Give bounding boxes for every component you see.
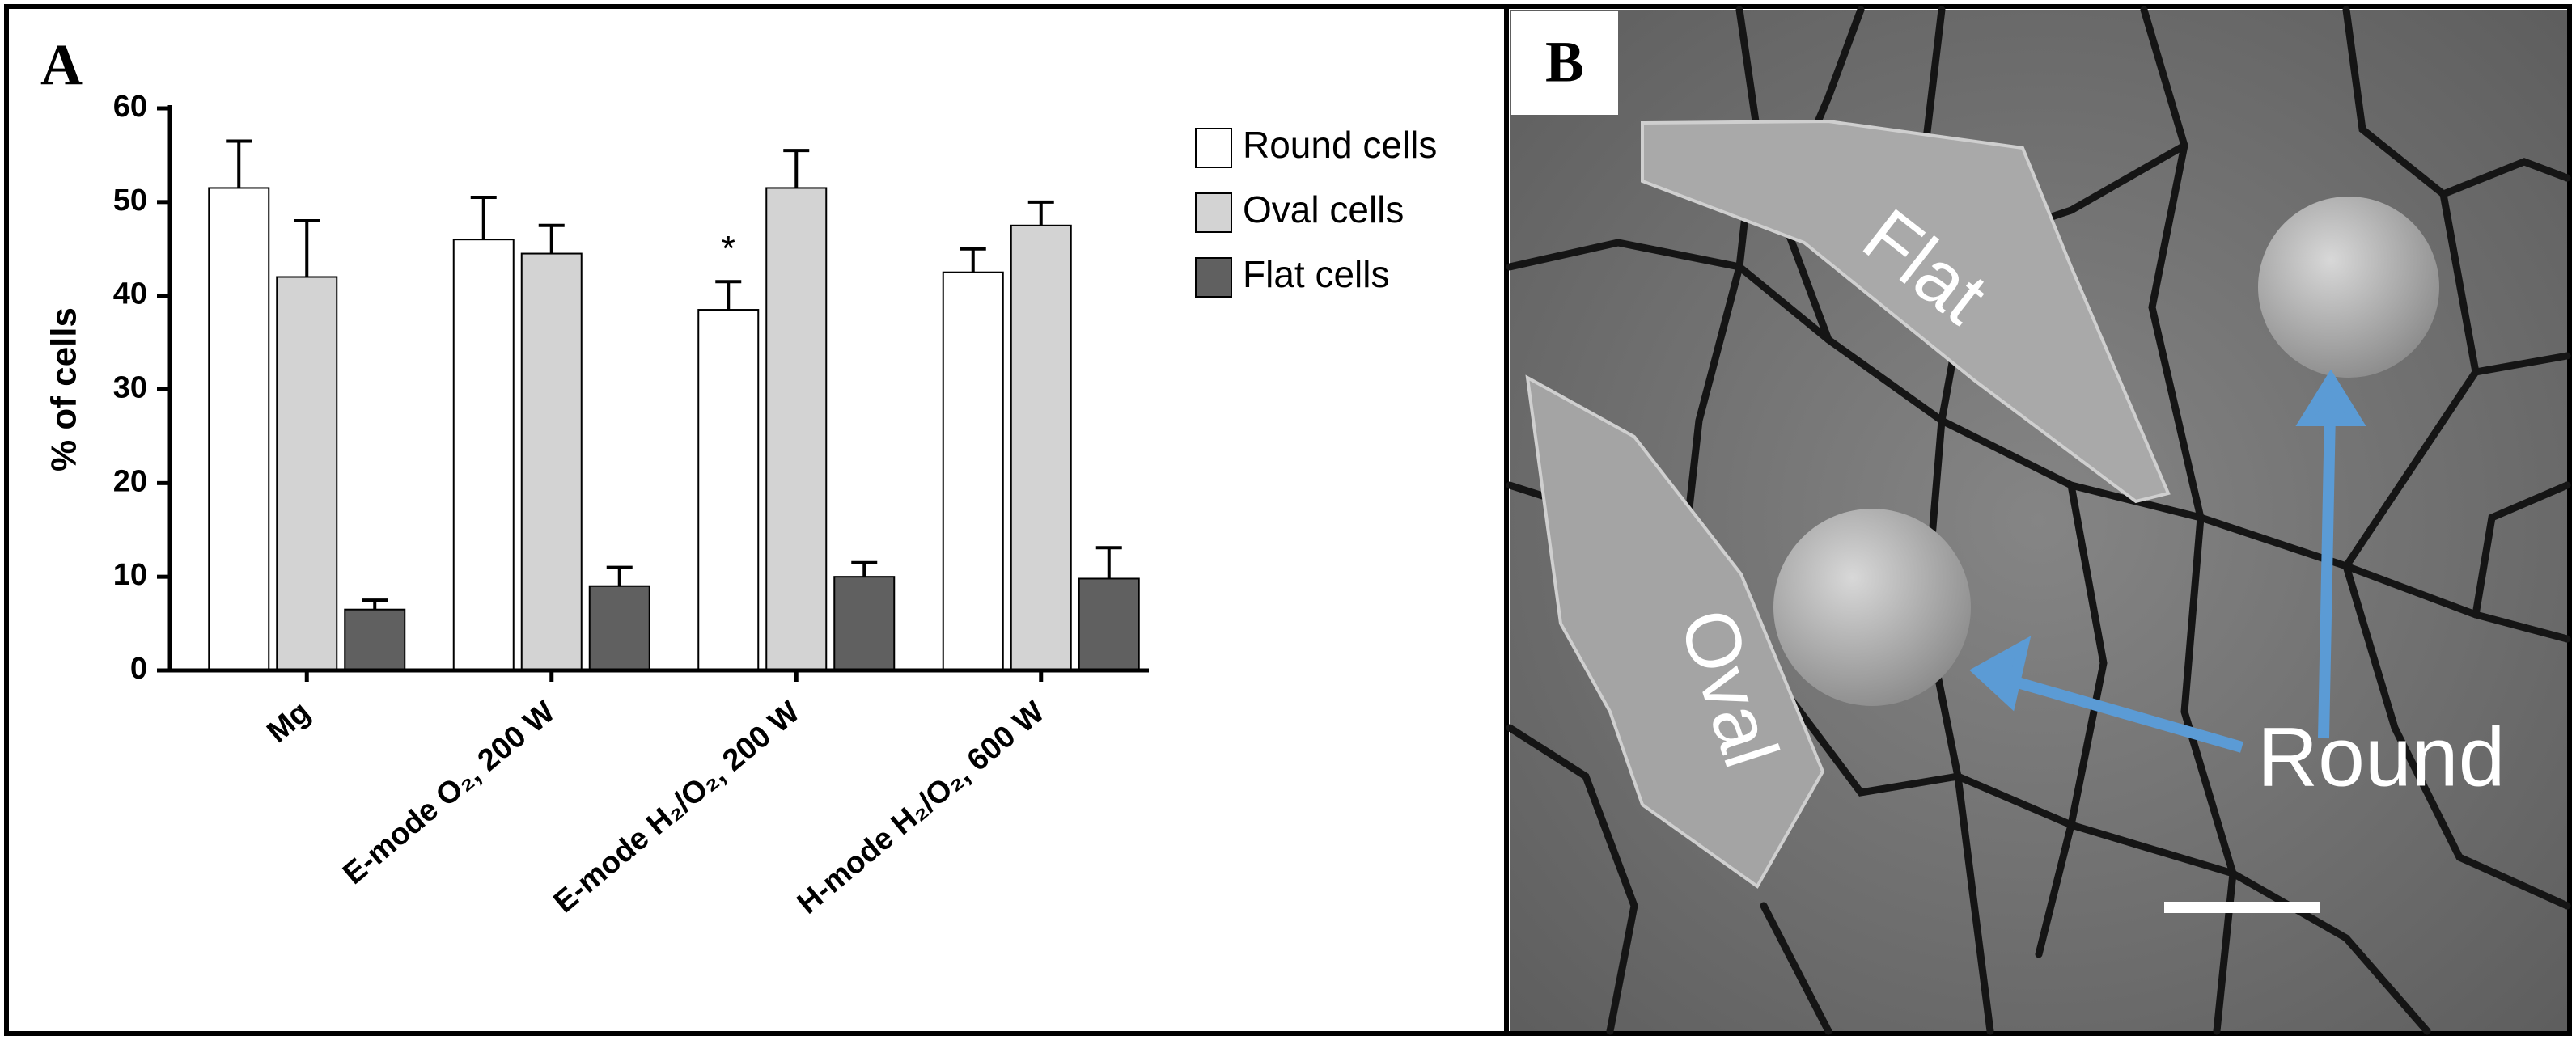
oval-cell xyxy=(1525,374,1825,889)
round-cell xyxy=(2258,197,2439,378)
x-tick-label: E-mode H₂/O₂, 200 W xyxy=(548,695,807,920)
bar xyxy=(833,576,896,672)
bar xyxy=(520,252,583,671)
y-tick-label: 0 xyxy=(130,652,147,686)
panel-label-box xyxy=(1511,11,1618,115)
round-cell xyxy=(1773,509,1971,706)
bar xyxy=(276,276,338,671)
bar xyxy=(942,271,1004,671)
flat-cell xyxy=(1641,119,2171,504)
arrows xyxy=(1969,369,2366,753)
bar xyxy=(208,187,270,672)
x-tick-label: Mg xyxy=(261,695,316,749)
bar xyxy=(452,239,515,671)
legend-label: Oval cells xyxy=(1243,188,1404,230)
panel-label: B xyxy=(1545,30,1584,95)
bar xyxy=(1078,577,1140,672)
bar xyxy=(1010,224,1072,671)
legend-swatch xyxy=(1195,128,1232,168)
legend-label: Round cells xyxy=(1243,124,1437,166)
legend-label: Flat cells xyxy=(1243,253,1389,295)
y-tick-label: 30 xyxy=(113,371,147,405)
frame xyxy=(4,4,2572,1036)
y-axis-label: % of cells xyxy=(44,307,84,471)
y-tick-label: 20 xyxy=(113,464,147,498)
bar xyxy=(344,608,406,671)
legend-swatch xyxy=(1195,192,1232,233)
x-tick-label: H-mode H₂/O₂, 600 W xyxy=(791,695,1051,920)
round-label: Round xyxy=(2257,710,2505,804)
micrograph: Flat Oval Round B xyxy=(1506,6,2571,1035)
legend-swatch xyxy=(1195,257,1232,298)
annotation: * xyxy=(722,229,735,268)
plot: 0 10 20 30 40 50 60 % of cells * Mg E-mode O₂, 200… xyxy=(44,90,1438,921)
y-tick-label: 50 xyxy=(113,184,147,218)
y-tick-label: 60 xyxy=(113,90,147,124)
bar xyxy=(697,309,760,671)
bar xyxy=(588,585,650,671)
y-tick-label: 40 xyxy=(113,277,147,311)
x-tick-label: E-mode O₂, 200 W xyxy=(337,695,561,891)
panel-label: A xyxy=(40,33,83,98)
y-tick-label: 10 xyxy=(113,558,147,592)
bar xyxy=(765,187,828,672)
